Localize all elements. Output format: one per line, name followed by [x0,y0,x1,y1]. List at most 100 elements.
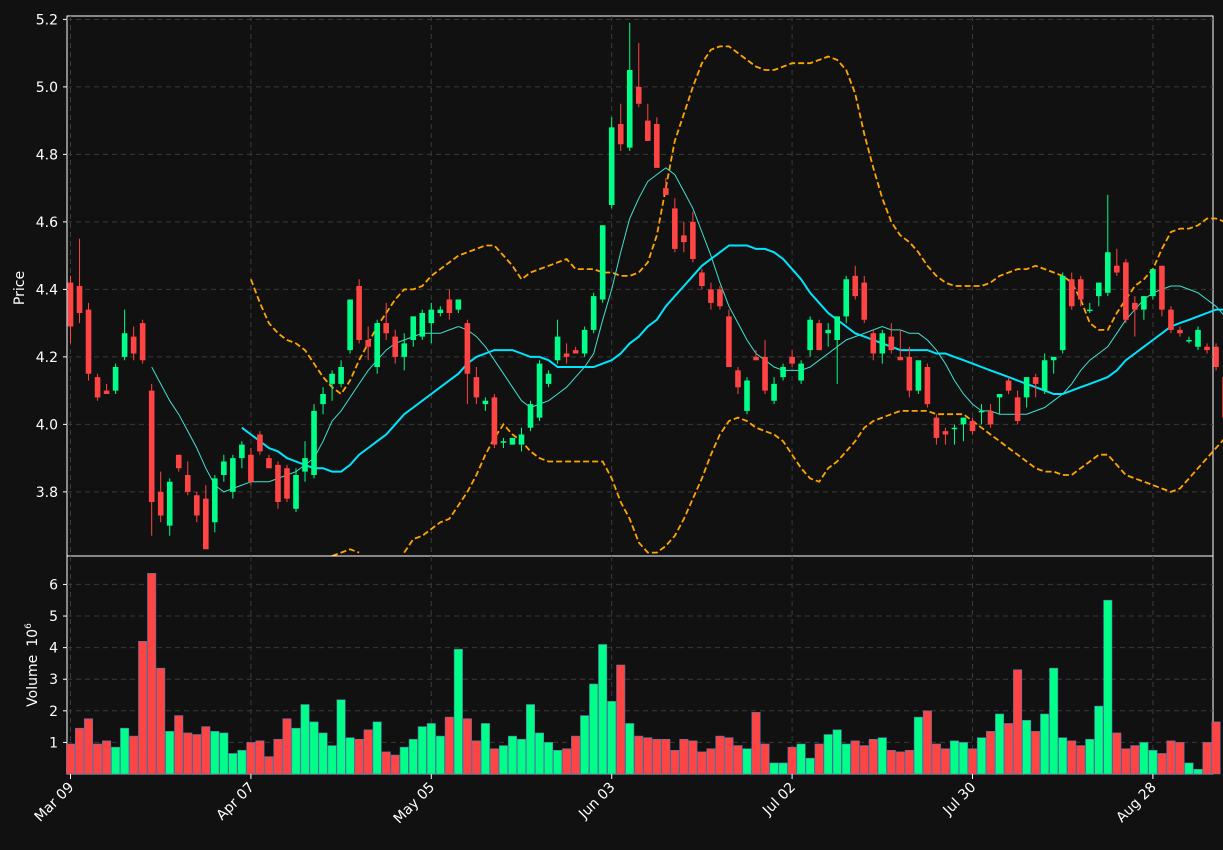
candlestick [672,198,678,253]
candlestick [139,319,146,364]
volume-tick-label: 1 [49,735,58,751]
candlestick [663,178,669,195]
price-moving-averages [151,167,1223,493]
candle-body [365,340,371,347]
candle-body [374,323,380,367]
candlestick [1213,343,1219,371]
candlestick [121,309,128,361]
volume-bar [760,743,770,775]
volume-bar [498,745,508,775]
volume-bar [958,742,968,775]
candlestick [807,316,813,357]
volume-bar [408,738,418,775]
volume-bar [977,737,987,775]
candle-body [852,275,859,297]
candle-body [1159,265,1165,310]
candlestick [193,491,200,523]
volume-bar [868,738,878,775]
candle-body [121,333,128,357]
candle-body [897,356,904,361]
candle-body [771,383,777,401]
candlestick [356,279,362,344]
candle-body [933,417,940,438]
volume-bar [219,732,229,775]
candlestick [744,377,750,415]
candlestick [203,485,209,550]
volume-bar [706,748,716,775]
candlestick [635,43,642,108]
candlestick [897,329,904,361]
candlestick [536,360,543,421]
volume-bar [192,734,202,775]
candlestick [626,22,633,151]
volume-bar [444,716,454,775]
candlestick [1014,390,1021,425]
candle-body [419,313,426,337]
candlestick [870,329,877,361]
volume-y-ticks: 1 2 3 4 5 6 [49,577,67,751]
candlestick [266,454,272,469]
volume-bar [318,732,328,775]
volume-bar [778,762,788,775]
candle-body [861,282,868,320]
candlestick [320,387,326,415]
price-tick-label: 4.6 [36,215,58,231]
candlestick [329,370,335,401]
candlestick [1050,356,1057,374]
candle-body [924,367,931,405]
candlestick [996,394,1003,415]
volume-bar [580,715,590,775]
candlestick [717,286,723,310]
candle-body [311,410,317,475]
candle-body [437,309,444,313]
candle-body [1204,346,1210,351]
candle-body [1041,360,1048,391]
upper-band-line [250,45,1223,396]
candle-body [302,458,308,472]
volume-bar [1040,713,1050,775]
candle-body [473,377,480,398]
candlestick [1132,296,1138,337]
candle-body [76,286,83,313]
candlestick [798,360,804,384]
volume-bar [841,743,851,775]
candle-body [1005,380,1012,391]
candlestick [861,275,868,324]
candle-body [1059,275,1066,351]
candlestick [726,309,732,367]
candle-body [608,127,615,205]
candle-body [996,394,1003,398]
volume-bar [1148,750,1158,775]
volume-bar [66,743,76,775]
volume-bar [688,740,698,775]
candlestick [617,103,624,151]
volume-tick-label: 2 [49,704,58,720]
candle-body [1068,279,1075,307]
volume-bar [1166,740,1176,775]
candlestick [644,103,651,141]
candlestick [924,363,931,408]
candle-body [690,221,696,259]
volume-bar [1031,731,1041,775]
volume-bar [1094,705,1104,775]
candle-body [581,329,588,354]
candlestick [599,225,606,303]
volume-bar [940,748,950,775]
volume-tick-label: 6 [49,577,58,593]
price-axis-label: Price [12,271,28,305]
volume-axis-label-text: Volume [25,655,41,707]
volume-bar [174,715,184,775]
price-tick-label: 4.2 [36,350,58,366]
candlestick [879,329,886,364]
volume-bar [480,723,490,775]
candlestick [1123,259,1129,324]
candle-body [726,316,732,367]
candle-body [392,336,399,357]
candle-body [112,367,119,391]
candlestick [230,454,236,499]
candlestick [1150,269,1156,300]
candle-body [1086,309,1093,312]
volume-bar [372,721,382,775]
candlestick [762,340,768,394]
